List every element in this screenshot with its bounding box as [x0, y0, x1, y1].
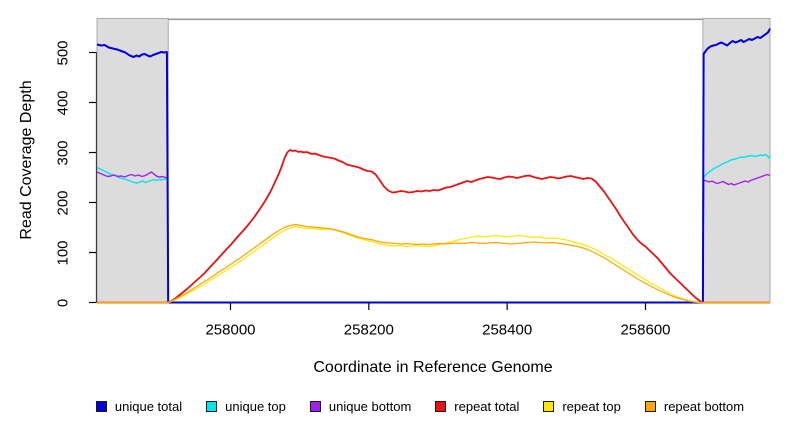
legend-label: repeat total: [454, 399, 520, 414]
y-tick-label: 0: [54, 298, 72, 307]
legend-item-unique-total: unique total: [95, 399, 183, 414]
legend-swatch-icon: [435, 401, 447, 412]
y-tick-label: 100: [54, 239, 72, 266]
legend-label: unique total: [114, 399, 183, 414]
legend-item-repeat-top: repeat top: [543, 399, 621, 414]
y-tick-label: 500: [54, 39, 72, 66]
series-line-unique-bottom: [96, 171, 771, 304]
legend: unique total unique top unique bottom repea…: [80, 399, 760, 414]
legend-item-repeat-total: repeat total: [435, 399, 519, 414]
legend-swatch-icon: [309, 401, 321, 412]
shaded-region: [702, 18, 771, 303]
series-line-unique-top: [96, 153, 771, 304]
x-axis-title: Coordinate in Reference Genome: [313, 359, 553, 376]
legend-item-repeat-bottom: repeat bottom: [644, 399, 745, 414]
legend-label: unique bottom: [328, 399, 412, 414]
legend-swatch-icon: [644, 401, 656, 412]
legend-item-unique-top: unique top: [206, 399, 286, 414]
legend-item-unique-bottom: unique bottom: [309, 399, 412, 414]
x-tick-label: 258200: [343, 321, 394, 339]
legend-label: repeat top: [562, 399, 621, 414]
series-line-repeat-total: [97, 149, 770, 304]
y-tick-label: 200: [54, 189, 72, 216]
legend-label: repeat bottom: [663, 399, 745, 414]
y-tick-label: 300: [54, 139, 72, 166]
legend-label: unique top: [225, 399, 286, 414]
x-tick-label: 258400: [482, 321, 533, 339]
shaded-region: [96, 18, 169, 303]
x-tick-label: 258000: [205, 321, 256, 339]
y-tick-label: 400: [54, 89, 72, 116]
legend-swatch-icon: [543, 401, 555, 412]
y-axis-title: Read Coverage Depth: [18, 80, 35, 240]
series-line-unique-total: [96, 28, 771, 304]
series-line-repeat-bottom: [97, 223, 770, 304]
series-line-repeat-top: [97, 225, 770, 304]
legend-swatch-icon: [95, 401, 107, 412]
legend-swatch-icon: [206, 401, 218, 412]
x-tick-label: 258600: [620, 321, 671, 339]
